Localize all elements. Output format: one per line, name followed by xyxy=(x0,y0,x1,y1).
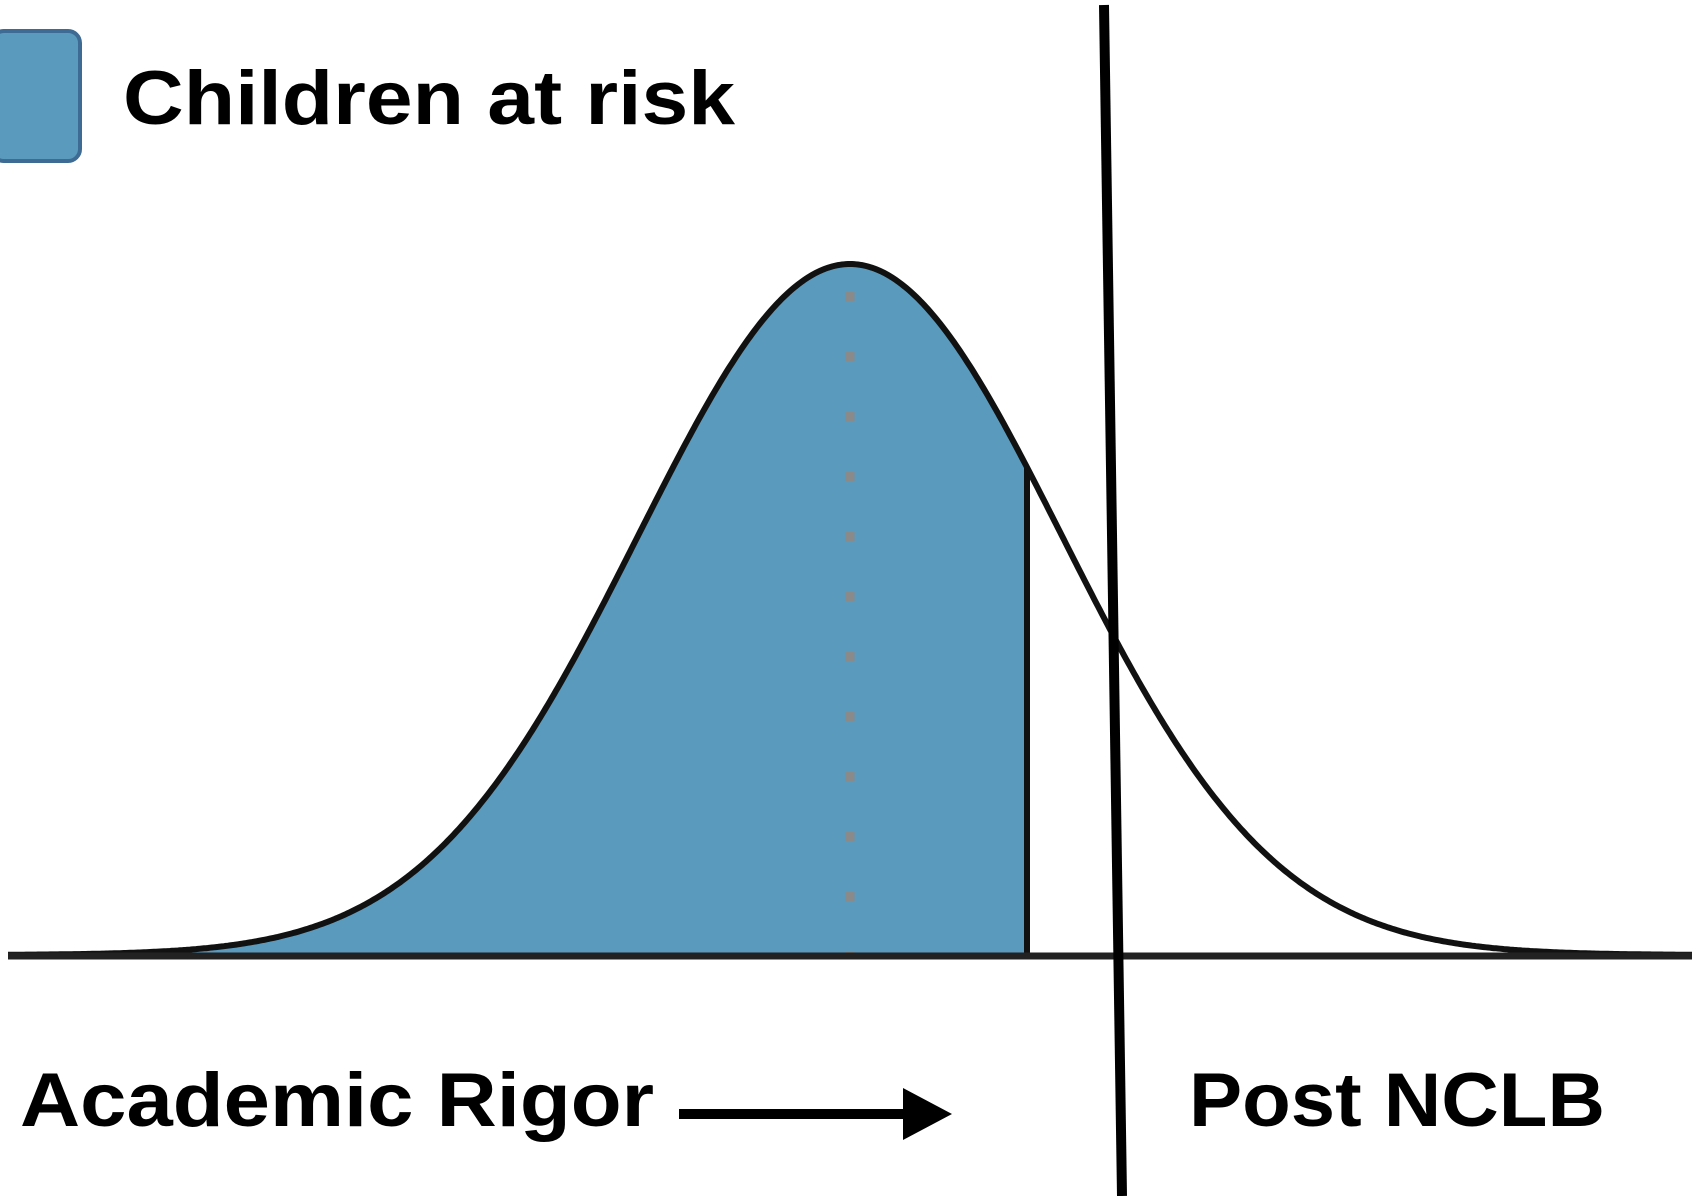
x-axis-label: Academic Rigor xyxy=(20,1058,654,1143)
threshold-line xyxy=(1099,4,1127,1196)
curve-outline xyxy=(8,261,1692,958)
annotation: Post NCLB xyxy=(1189,1058,1605,1143)
legend-swatch xyxy=(0,29,82,163)
shaded-area xyxy=(8,264,1027,955)
legend-label: Children at risk xyxy=(123,56,736,141)
bell-curve xyxy=(8,261,1692,958)
arrow-head xyxy=(903,1088,952,1140)
